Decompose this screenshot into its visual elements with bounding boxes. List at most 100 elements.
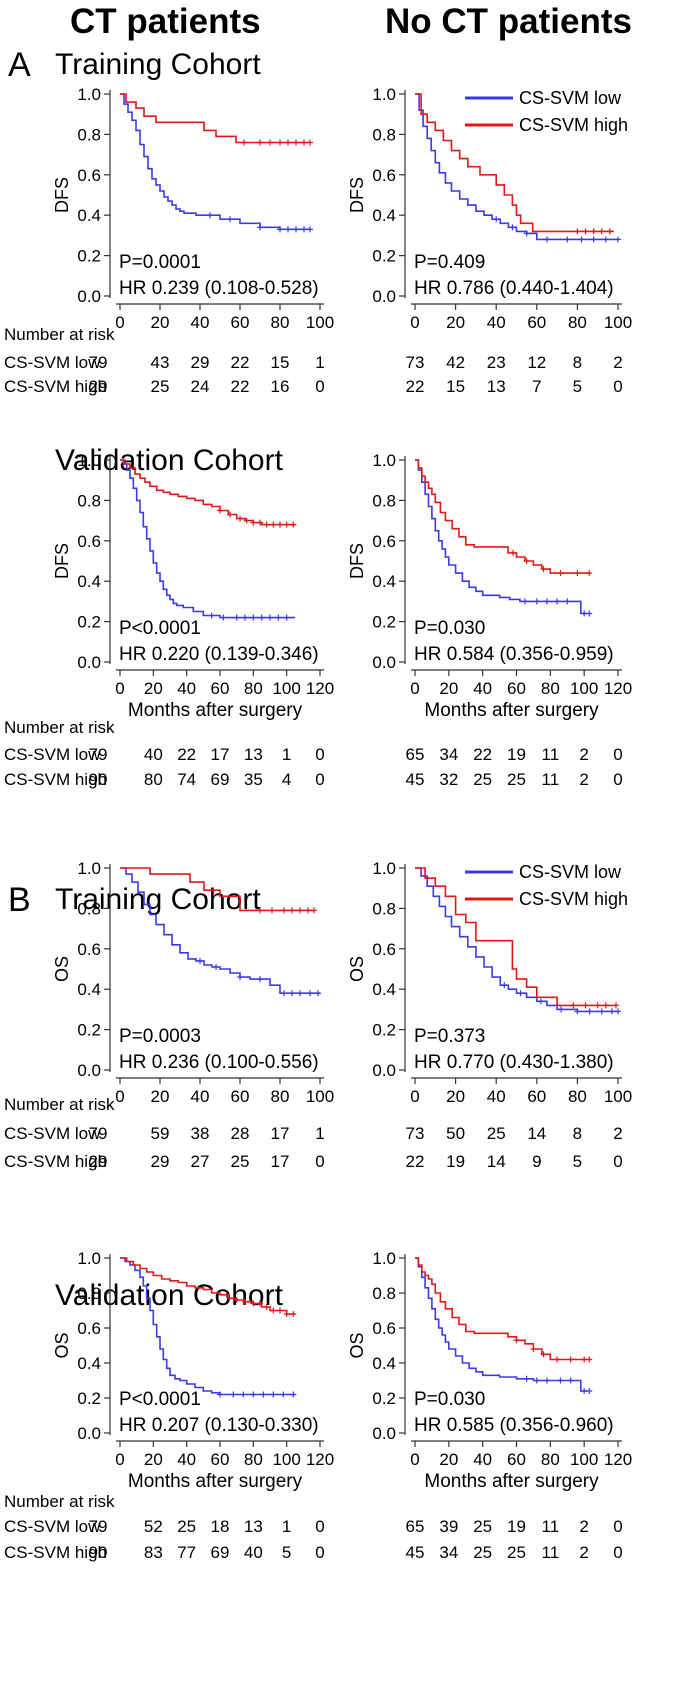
x-tick-label: 60 xyxy=(507,679,526,698)
censor-mark-high xyxy=(586,570,593,577)
risk-count-high: 0 xyxy=(315,770,324,789)
censor-mark-low xyxy=(207,212,213,219)
risk-count-high: 4 xyxy=(282,770,291,789)
risk-count-low: 25 xyxy=(177,1517,196,1536)
km-curve-high xyxy=(415,93,614,233)
censor-mark-high xyxy=(227,511,233,518)
x-tick-label: 40 xyxy=(191,1087,210,1106)
censor-mark-low xyxy=(240,1391,247,1398)
x-tick-label: 100 xyxy=(570,679,598,698)
p-value: P=0.030 xyxy=(414,618,485,639)
x-tick-label: 20 xyxy=(151,313,170,332)
censor-mark-high xyxy=(293,139,299,146)
km-plot-a-noct-train: 0.00.20.40.60.81.00 20 40 60 80 100DFSP=0.409… xyxy=(347,85,632,396)
censor-mark-high xyxy=(237,515,243,522)
hazard-ratio: HR 0.584 (0.356-0.959) xyxy=(414,644,614,665)
risk-count-high: 17 xyxy=(271,1152,290,1171)
risk-count-low: 40 xyxy=(144,745,163,764)
risk-count-high: 0 xyxy=(613,1152,622,1171)
censor-mark-low xyxy=(608,1008,615,1015)
y-tick-label: 0.4 xyxy=(372,1354,396,1373)
censor-mark-high xyxy=(311,907,317,914)
x-tick-label: 100 xyxy=(306,1087,334,1106)
risk-count-low: 8 xyxy=(573,353,582,372)
censor-mark-low xyxy=(213,963,219,970)
censor-mark-high xyxy=(582,228,589,235)
risk-count-high: 14 xyxy=(487,1152,506,1171)
risk-row-label-low: CS-SVM low xyxy=(4,353,101,372)
censor-mark-low xyxy=(574,1008,581,1015)
censor-mark-high xyxy=(269,907,275,914)
censor-mark-low xyxy=(557,1377,564,1384)
legend-label-high: CS-SVM high xyxy=(519,889,628,909)
censor-mark-low xyxy=(233,614,240,621)
risk-count-low: 38 xyxy=(191,1124,210,1143)
km-curve-low xyxy=(120,1257,295,1396)
risk-count-high: 25 xyxy=(473,770,492,789)
censor-mark-low xyxy=(275,614,282,621)
censor-mark-low xyxy=(197,957,203,964)
x-tick-label: 60 xyxy=(231,313,250,332)
censor-mark-high xyxy=(243,517,250,524)
censor-mark-high xyxy=(233,1297,240,1303)
censor-mark-low xyxy=(564,598,571,605)
censor-mark-high xyxy=(290,1311,297,1317)
y-tick-label: 0.2 xyxy=(372,1389,396,1408)
x-tick-label: 20 xyxy=(151,1087,170,1106)
risk-count-low: 43 xyxy=(151,353,170,372)
risk-table-title: Number at risk xyxy=(4,1492,115,1511)
risk-row-label-low: CS-SVM low xyxy=(4,1517,101,1536)
y-axis-label: OS xyxy=(347,1332,367,1358)
y-tick-label: 1.0 xyxy=(77,859,101,878)
risk-count-low: 0 xyxy=(613,1517,622,1536)
x-tick-label: 20 xyxy=(439,1450,458,1469)
censor-mark-low xyxy=(242,614,248,621)
risk-count-low: 19 xyxy=(507,745,526,764)
risk-count-low: 65 xyxy=(406,745,425,764)
y-tick-label: 0.0 xyxy=(77,287,101,306)
censor-mark-high xyxy=(567,1356,574,1363)
censor-mark-high xyxy=(297,907,303,914)
censor-mark-low xyxy=(533,1377,540,1384)
risk-count-low: 1 xyxy=(282,745,291,764)
risk-table-title: Number at risk xyxy=(4,325,115,344)
censor-mark-low xyxy=(208,612,215,619)
censor-mark-low xyxy=(257,976,263,983)
risk-count-low: 79 xyxy=(89,745,108,764)
censor-mark-low xyxy=(501,982,508,989)
y-tick-label: 1.0 xyxy=(372,451,396,470)
y-tick-label: 0.4 xyxy=(77,1354,101,1373)
km-plot-a-ct-val: 0.00.20.40.60.81.00 20 40 60 80 100 120DFSMont… xyxy=(4,451,334,789)
censor-mark-low xyxy=(521,598,528,605)
censor-mark-high xyxy=(523,558,530,564)
risk-count-high: 13 xyxy=(487,377,506,396)
censor-mark-low xyxy=(586,1388,593,1394)
risk-count-high: 83 xyxy=(144,1543,163,1562)
risk-count-low: 17 xyxy=(211,745,230,764)
x-tick-label: 100 xyxy=(306,313,334,332)
risk-row-label-low: CS-SVM low xyxy=(4,745,101,764)
censor-mark-low xyxy=(517,990,524,997)
censor-mark-low xyxy=(558,1006,565,1013)
censor-mark-high xyxy=(257,1300,263,1307)
censor-mark-low xyxy=(283,614,290,621)
x-tick-label: 80 xyxy=(568,1087,587,1106)
risk-table-title: Number at risk xyxy=(4,718,115,737)
risk-count-low: 18 xyxy=(211,1517,230,1536)
y-tick-label: 0.6 xyxy=(77,166,101,185)
x-tick-label: 0 xyxy=(410,1450,419,1469)
risk-count-low: 25 xyxy=(473,1517,492,1536)
risk-count-high: 25 xyxy=(507,1543,526,1562)
risk-count-high: 69 xyxy=(211,770,230,789)
censor-mark-low xyxy=(598,1008,605,1015)
x-tick-label: 0 xyxy=(410,313,419,332)
risk-count-high: 80 xyxy=(144,770,163,789)
y-tick-label: 0.0 xyxy=(77,1424,101,1443)
censor-mark-high xyxy=(267,139,273,146)
censor-mark-high xyxy=(281,907,287,914)
censor-mark-high xyxy=(263,1304,270,1310)
risk-count-low: 11 xyxy=(542,1517,560,1536)
censor-mark-high xyxy=(612,1002,619,1009)
x-tick-label: 60 xyxy=(231,1087,250,1106)
